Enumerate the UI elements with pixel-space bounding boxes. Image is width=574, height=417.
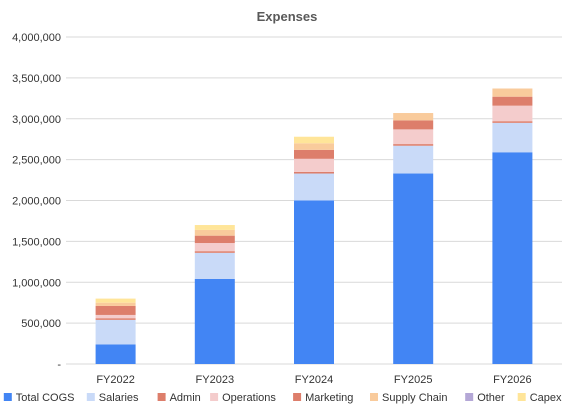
bar-segment bbox=[393, 145, 434, 174]
y-tick-label: 1,000,000 bbox=[12, 277, 61, 289]
y-tick-label: 2,000,000 bbox=[12, 196, 61, 208]
bar-segment bbox=[95, 344, 136, 364]
legend-swatch bbox=[465, 393, 474, 401]
bar-segment bbox=[492, 122, 533, 153]
x-tick-label: FY2023 bbox=[196, 374, 235, 386]
y-tick-label: 3,000,000 bbox=[12, 114, 61, 126]
bar-segment bbox=[194, 225, 235, 230]
bar-segment bbox=[95, 305, 136, 315]
bar-segment bbox=[492, 152, 533, 364]
bar-segment bbox=[492, 121, 533, 123]
y-tick-label: 3,500,000 bbox=[12, 73, 61, 85]
x-tick-label: FY2025 bbox=[394, 374, 433, 386]
x-tick-label: FY2024 bbox=[295, 374, 334, 386]
legend-swatch bbox=[517, 393, 526, 401]
chart-title: Expenses bbox=[257, 9, 318, 24]
legend-label: Operations bbox=[222, 392, 276, 404]
bar-segment bbox=[194, 251, 235, 253]
legend-label: Salaries bbox=[99, 392, 139, 404]
bar-segment bbox=[294, 158, 334, 172]
x-tick-label: FY2022 bbox=[96, 374, 135, 386]
bar-segment bbox=[393, 144, 434, 146]
y-tick-label: 500,000 bbox=[21, 318, 61, 330]
bar-segment bbox=[393, 113, 434, 121]
bar-segment bbox=[294, 200, 334, 364]
y-tick-label: 4,000,000 bbox=[12, 32, 61, 44]
legend-label: Admin bbox=[170, 392, 201, 404]
legend: Total COGS Salaries Admin Operations Marketi… bbox=[3, 392, 562, 404]
bars bbox=[95, 88, 533, 364]
bar-segment bbox=[194, 278, 235, 364]
bar-segment bbox=[95, 314, 136, 319]
legend-swatch bbox=[157, 393, 166, 401]
legend-swatch bbox=[370, 393, 378, 401]
bar-segment bbox=[95, 318, 136, 320]
bar-segment bbox=[95, 302, 136, 306]
legend-label: Marketing bbox=[305, 392, 353, 404]
bar-segment bbox=[393, 173, 434, 364]
bar-segment bbox=[492, 96, 533, 106]
bar-segment bbox=[294, 149, 334, 159]
legend-label: Other bbox=[477, 392, 505, 404]
x-axis-ticks: FY2022 FY2023 FY2024 FY2025 FY2026 bbox=[96, 374, 531, 386]
legend-swatch bbox=[3, 393, 12, 401]
bar-segment bbox=[393, 120, 434, 130]
bar-segment bbox=[194, 252, 235, 279]
bar-segment bbox=[294, 136, 334, 144]
bar-segment bbox=[95, 298, 136, 303]
legend-swatch bbox=[86, 393, 95, 401]
bar-segment bbox=[294, 173, 334, 201]
y-axis-ticks: - 500,000 1,000,000 1,500,000 2,000,000 2,500… bbox=[12, 32, 61, 371]
bar-segment bbox=[393, 129, 434, 145]
y-tick-label: - bbox=[57, 359, 61, 371]
legend-label: Supply Chain bbox=[382, 392, 447, 404]
legend-swatch bbox=[293, 393, 302, 401]
legend-swatch bbox=[210, 393, 219, 401]
x-tick-label: FY2026 bbox=[493, 374, 532, 386]
bar-segment bbox=[95, 319, 136, 345]
legend-label: Capex bbox=[530, 392, 562, 404]
legend-label: Total COGS bbox=[16, 392, 75, 404]
y-tick-label: 1,500,000 bbox=[12, 236, 61, 248]
bar-segment bbox=[194, 243, 235, 252]
bar-segment bbox=[294, 171, 334, 174]
bar-segment bbox=[194, 229, 235, 236]
y-tick-label: 2,500,000 bbox=[12, 155, 61, 167]
bar-segment bbox=[492, 105, 533, 122]
bar-segment bbox=[294, 143, 334, 150]
bar-segment bbox=[492, 88, 533, 97]
bar-segment bbox=[194, 235, 235, 244]
